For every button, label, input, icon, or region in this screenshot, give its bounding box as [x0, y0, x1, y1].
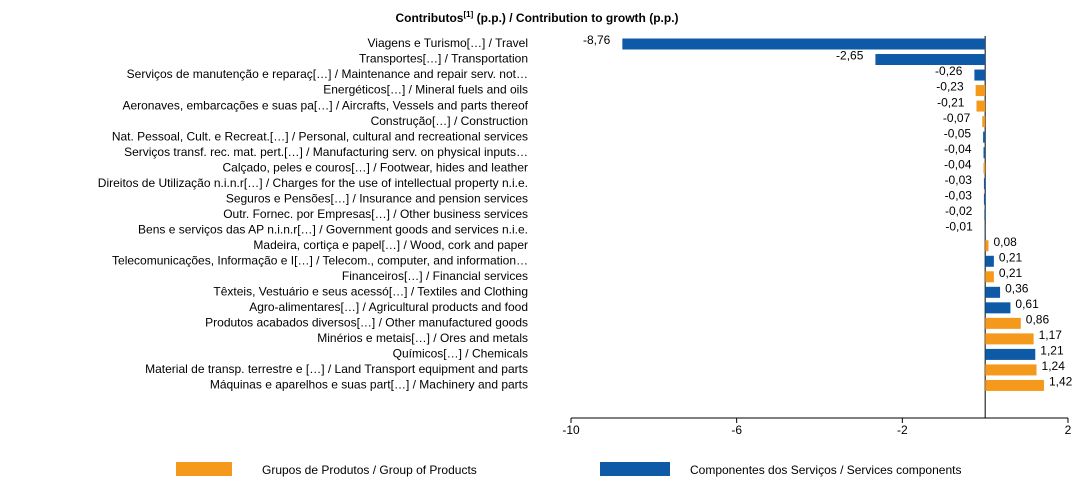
value-label: -8,76 [583, 33, 611, 47]
y-tick-label: Agro-alimentares[…] / Agricultural produ… [249, 300, 528, 314]
bar [875, 54, 986, 66]
bar [985, 271, 994, 283]
y-tick-label: Aeronaves, embarcações e suas pa[…] / Ai… [122, 98, 528, 112]
value-label: 0,61 [1015, 297, 1039, 311]
value-label: 1,42 [1049, 375, 1073, 389]
bar [985, 240, 989, 252]
legend-label: Componentes dos Serviços / Services comp… [690, 463, 961, 477]
y-tick-label: Madeira, cortiça e papel[…] / Wood, cork… [253, 238, 528, 252]
y-tick-label: Serviços transf. rec. mat. pert.[…] / Ma… [124, 145, 528, 159]
bar [983, 193, 986, 205]
y-tick-label: Outr. Fornec. por Empresas[…] / Other bu… [223, 207, 528, 221]
bar [982, 116, 986, 128]
value-label: -0,23 [936, 80, 964, 94]
bar [983, 147, 986, 159]
value-label: -0,21 [937, 95, 965, 109]
legend-swatch [600, 462, 670, 476]
value-label: -0,03 [945, 188, 973, 202]
value-label: -0,01 [945, 219, 973, 233]
title-main: Contributos [395, 11, 463, 25]
legend-label: Grupos de Produtos / Group of Products [262, 463, 477, 477]
value-label: -0,04 [944, 142, 972, 156]
bar [975, 85, 986, 97]
value-label: -0,26 [935, 64, 963, 78]
chart-title: Contributos[1] (p.p.) / Contribution to … [395, 10, 678, 25]
x-tick-label: 2 [1065, 423, 1072, 437]
y-tick-label: Serviços de manutenção e reparaç[…] / Ma… [127, 67, 528, 81]
value-label: -0,05 [944, 126, 972, 140]
value-label: -0,03 [945, 173, 973, 187]
bar [976, 100, 986, 112]
value-label: 0,86 [1026, 313, 1050, 327]
x-tick-label: -2 [897, 423, 908, 437]
y-tick-label: Viagens e Turismo[…] / Travel [367, 36, 528, 50]
y-tick-label: Produtos acabados diversos[…] / Other ma… [205, 316, 528, 330]
bar [983, 162, 986, 174]
bar [984, 209, 986, 221]
y-tick-label: Máquinas e aparelhos e suas part[…] / Ma… [210, 378, 528, 392]
bar [985, 379, 1044, 391]
y-tick-label: Material de transp. terrestre e […] / La… [145, 362, 528, 376]
y-tick-label: Telecomunicações, Informação e I[…] / Te… [112, 253, 528, 267]
y-tick-label: Financeiros[…] / Financial services [342, 269, 528, 283]
value-label: -0,02 [945, 204, 973, 218]
value-label: 0,21 [999, 266, 1023, 280]
bar [985, 286, 1001, 298]
bar [985, 348, 1036, 360]
y-tick-label: Nat. Pessoal, Cult. e Recreat.[…] / Pers… [112, 129, 528, 143]
x-tick-label: -10 [562, 423, 580, 437]
y-tick-label: Bens e serviços das AP n.i.n.r[…] / Gove… [138, 222, 528, 236]
value-label: 0,08 [993, 235, 1017, 249]
value-label: 1,21 [1040, 344, 1064, 358]
y-tick-label: Energéticos[…] / Mineral fuels and oils [323, 83, 528, 97]
bar [983, 178, 986, 190]
title-rest: (p.p.) / Contribution to growth (p.p.) [473, 11, 678, 25]
bar [985, 364, 1037, 376]
y-tick-label: Direitos de Utilização n.i.n.r[…] / Char… [98, 176, 528, 190]
y-tick-label: Químicos[…] / Chemicals [393, 347, 528, 361]
value-label: 1,24 [1042, 359, 1066, 373]
y-tick-label: Minérios e metais[…] / Ores and metals [317, 331, 528, 345]
legend-swatch [176, 462, 232, 476]
value-label: -2,65 [836, 49, 864, 63]
y-tick-label: Têxteis, Vestuário e seus acessó[…] / Te… [213, 284, 528, 298]
y-tick-label: Seguros e Pensões[…] / Insurance and pen… [226, 191, 528, 205]
bar [985, 302, 1011, 314]
y-tick-label: Transportes[…] / Transportation [359, 52, 528, 66]
value-label: 0,36 [1005, 281, 1029, 295]
value-label: 0,21 [999, 250, 1023, 264]
bar [985, 317, 1021, 329]
y-tick-label: Construção[…] / Construction [371, 114, 528, 128]
x-tick-label: -6 [731, 423, 742, 437]
title-sup: [1] [463, 10, 473, 19]
bar [622, 38, 986, 50]
bar [974, 69, 986, 81]
bar [983, 131, 986, 143]
value-label: 1,17 [1039, 328, 1063, 342]
y-tick-label: Calçado, peles e couros[…] / Footwear, h… [222, 160, 528, 174]
bar [985, 255, 994, 267]
bar [985, 333, 1034, 345]
value-label: -0,04 [944, 157, 972, 171]
value-label: -0,07 [943, 111, 971, 125]
